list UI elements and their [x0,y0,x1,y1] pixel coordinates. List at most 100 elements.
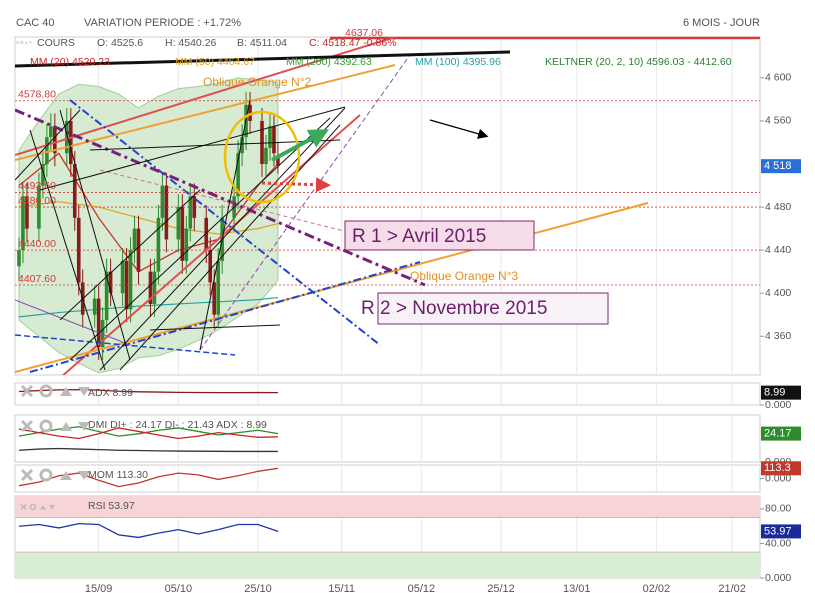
indicator-title: RSI 53.97 [88,500,135,512]
candle-body [208,250,213,283]
candle-body [68,120,73,165]
legend-entry: B: 4511.04 [237,37,287,49]
candle-body [212,282,216,315]
x-tick-label: 15/09 [85,583,113,595]
candle-body [156,217,161,272]
y-tick-label: 4 480 [765,201,791,213]
candle-body [41,164,45,186]
annotation-box [377,292,609,325]
moving-average [18,296,279,318]
trendline [199,54,411,351]
adx-panel [14,382,761,406]
x-tick-label: 13/01 [563,583,591,595]
candle-body [180,207,185,261]
last-value-box [761,426,801,441]
y-tick-label: 4 440 [765,244,791,256]
trendline [29,129,106,371]
y-tick-label: 0.000 [765,399,791,411]
candle-body [104,271,109,321]
candle-body [45,137,49,165]
x-tick-label: 02/02 [643,583,671,595]
candle-body [192,196,197,218]
candle-body [76,217,81,283]
annotation-box [344,220,535,251]
trendline [15,202,649,373]
level-label: 4637.06 [345,27,383,39]
indicator-line [18,522,279,539]
candle-body [120,260,125,294]
trendlines [15,37,649,375]
candle-body [37,185,41,229]
legend-entry: MM (100) 4395.96 [415,56,501,68]
candle-body [236,153,240,197]
candle-body [160,185,165,218]
level-label: 4480.00 [18,195,56,207]
x-tick-label: 25/12 [487,583,515,595]
legend-entry: KELTNER (20, 2, 10) 4596.03 - 4412.60 [545,56,732,68]
highlight-circle [223,110,301,204]
last-value-box [761,524,801,539]
trendline [89,139,341,151]
indicator-line [18,388,278,394]
background-layer [15,37,760,578]
trendline [59,109,131,361]
candle-body [92,298,97,315]
last-value-label: 8.99 [764,387,785,399]
indicator-line [18,447,278,453]
trendline [15,64,396,161]
legend-entry: MM (200) 4392.63 [286,56,372,68]
arrow [261,177,331,193]
candle-body [268,126,272,148]
candle-body [248,104,252,121]
annotation: Oblique Orange N°2 [203,75,312,89]
labels-layer: 15/09 05/10 25/10 15/11 05/12 25/12 13/01 02/02… [18,27,801,595]
candle-body [49,126,53,138]
trendline [59,189,201,321]
candle-body [260,120,264,165]
indicator-title: DMI DI+ : 24.17 DI- : 21.43 ADX : 8.99 [88,419,267,431]
annotation: R 2 > Novembre 2015 [361,298,547,319]
candle-body [64,120,69,154]
level-label: 4493.60 [18,180,56,192]
x-tick-label: 21/02 [718,583,746,595]
candle-body [96,298,101,348]
y-tick-label: 4 600 [765,72,791,84]
y-tick-label: 4 560 [765,115,791,127]
last-value-label: 53.97 [764,525,792,537]
last-value-box [761,461,801,476]
last-value-label: 24.17 [764,428,792,440]
trendline [69,117,331,361]
y-tick-label: 4 360 [765,330,791,342]
trendline [15,108,426,287]
y-tick-label: 0.000 [765,572,791,584]
period[interactable]: 6 MOIS - JOUR [683,17,760,29]
dmi-panel [14,414,761,463]
candle-body [17,250,21,267]
legend-entry: COURS [37,37,75,49]
main-plot [17,77,280,374]
annotation: Oblique Orange N°3 [410,269,519,283]
candle-body [21,196,25,251]
trendline [119,124,341,371]
candle-body [132,228,137,251]
variation: VARIATION PERIODE : +1.72% [84,17,241,29]
symbol: CAC 40 [16,17,55,29]
trendline [15,299,131,346]
trendline [39,106,346,191]
last-value-box [761,159,801,174]
legend-entry: H: 4540.26 [165,37,217,49]
level-label: 4578.80 [18,89,56,101]
trendline [15,109,81,181]
candle-body [276,157,280,166]
candle-body [124,260,129,310]
candle-body [164,185,169,240]
candle-body [216,260,220,315]
candle-body [53,126,57,154]
candle-body [25,196,29,229]
candle-body [184,228,189,261]
last-value-label: 4 518 [764,160,792,172]
candle-body [72,164,77,218]
last-value-box [761,385,801,400]
indicator-title: ADX 8.99 [88,387,133,399]
